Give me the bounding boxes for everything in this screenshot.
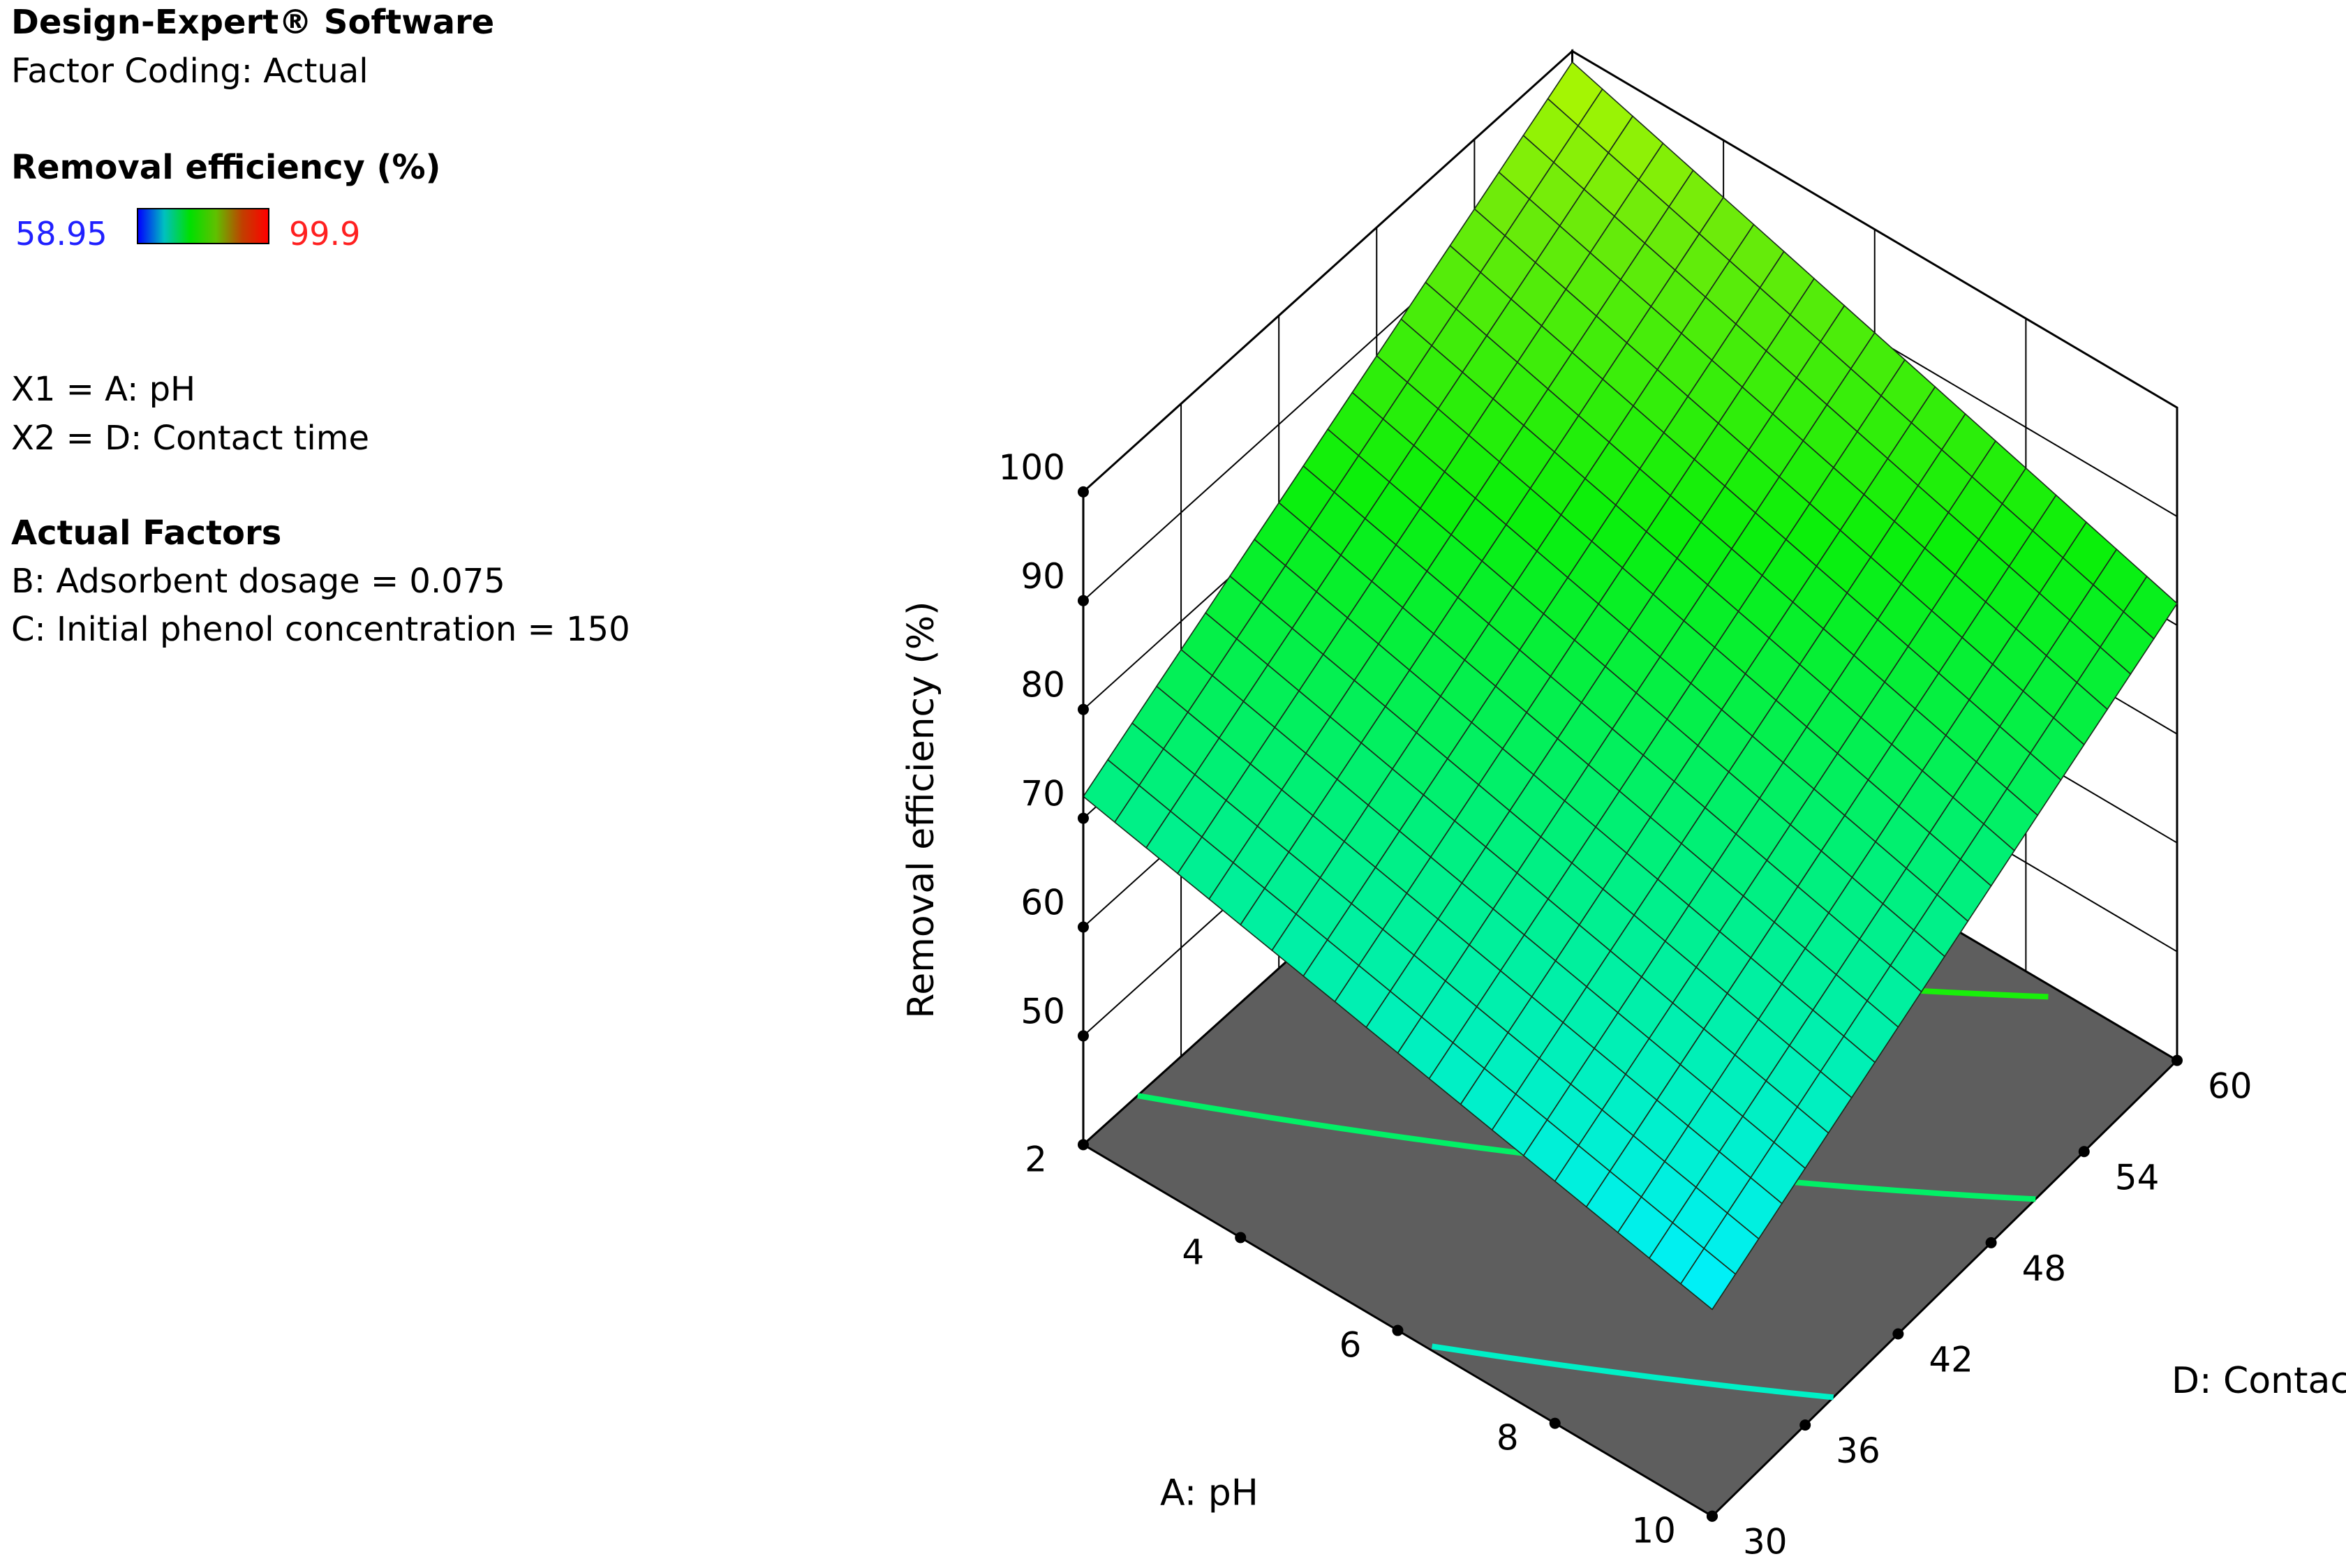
colorbar-max-label: 99.9 (289, 215, 361, 253)
y-tick-mark (2078, 1146, 2090, 1158)
y-axis-title: D: Contact time (min) (2171, 1360, 2346, 1402)
z-tick-mark (1077, 812, 1089, 824)
y-tick-mark (1985, 1237, 1997, 1248)
floor-contour (1431, 1343, 1834, 1401)
surface-cell (1679, 1247, 1737, 1311)
x-tick-label: 2 (1025, 1139, 1047, 1179)
y-tick-mark (1799, 1419, 1811, 1431)
z-tick-mark (1077, 703, 1089, 715)
y-tick-label: 54 (2115, 1157, 2160, 1197)
z-tick-mark (1077, 921, 1089, 933)
z-tick-label: 50 (1020, 991, 1065, 1031)
actual-factor-c: C: Initial phenol concentration = 150 (11, 610, 630, 649)
y-tick-label: 36 (1836, 1431, 1880, 1471)
x-tick-mark (1077, 1139, 1089, 1151)
x-tick-label: 8 (1497, 1418, 1519, 1458)
software-title: Design-Expert® Software (11, 3, 495, 42)
factor-coding: Factor Coding: Actual (11, 52, 369, 91)
colorbar-min-label: 58.95 (15, 215, 107, 253)
actual-factor-b: B: Adsorbent dosage = 0.075 (11, 562, 505, 601)
response-title: Removal efficiency (%) (11, 148, 441, 187)
z-tick-mark (1077, 486, 1089, 498)
axes: 50 60 70 80 90 100 Removal efficiency (%) 2 4 6 8 1… (900, 447, 2346, 1562)
y-tick-mark (1706, 1510, 1718, 1522)
y-tick-label: 48 (2022, 1248, 2067, 1289)
y-tick-label: 42 (1929, 1339, 1973, 1380)
z-axis-title: Removal efficiency (%) (900, 602, 942, 1019)
x-tick-label: 10 (1631, 1511, 1676, 1551)
z-tick-label: 100 (999, 447, 1065, 488)
colorbar (137, 208, 269, 244)
z-tick-mark (1077, 1030, 1089, 1042)
z-tick-label: 80 (1020, 665, 1065, 705)
y-tick-label: 60 (2208, 1066, 2252, 1107)
actual-factors-title: Actual Factors (11, 514, 282, 553)
wall-grid-z (1083, 50, 2178, 493)
z-tick-label: 60 (1020, 883, 1065, 923)
x-tick-mark (1235, 1232, 1247, 1244)
z-tick-mark (1077, 595, 1089, 606)
factor-x1: X1 = A: pH (11, 370, 196, 409)
factor-x2: X2 = D: Contact time (11, 419, 369, 458)
x-tick-label: 6 (1339, 1325, 1362, 1366)
y-tick-mark (1892, 1328, 1904, 1340)
x-axis-title: A: pH (1160, 1472, 1259, 1514)
x-tick-label: 4 (1182, 1232, 1204, 1272)
x-tick-mark (1549, 1417, 1561, 1429)
z-tick-label: 70 (1020, 774, 1065, 814)
x-tick-mark (1392, 1324, 1404, 1336)
z-tick-label: 90 (1020, 556, 1065, 597)
response-surface (1082, 61, 2178, 1311)
y-tick-mark (2171, 1054, 2183, 1066)
y-tick-label: 30 (1743, 1522, 1788, 1562)
